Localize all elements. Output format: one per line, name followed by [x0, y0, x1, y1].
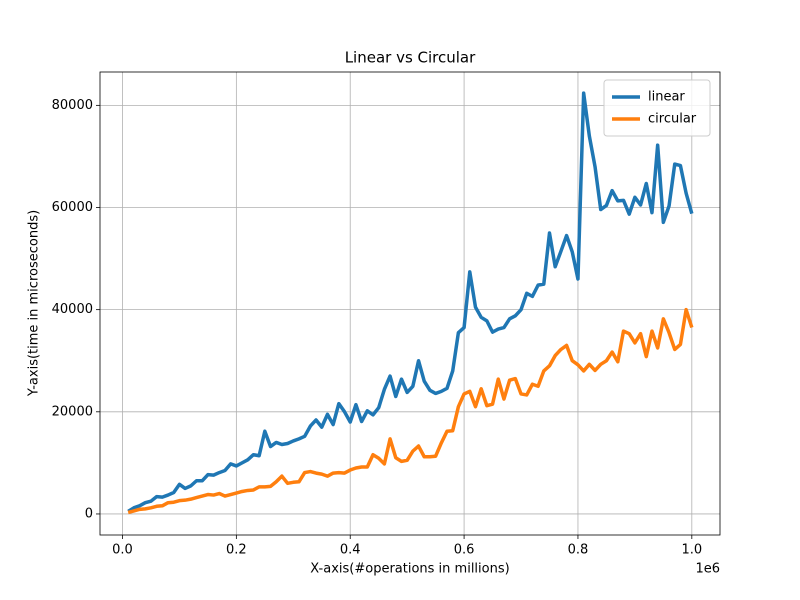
x-axis-label: X-axis(#operations in millions) [310, 562, 509, 577]
legend-box [603, 79, 711, 137]
legend-label: linear [648, 90, 685, 105]
y-tick-label: 0 [85, 506, 93, 521]
x-offset-label: 1e6 [695, 562, 720, 577]
x-tick-label: 0.6 [454, 543, 475, 558]
y-tick-label: 20000 [52, 404, 93, 419]
data-line [127, 91, 694, 513]
y-axis-label: Y-axis(time in microseconds) [27, 210, 42, 397]
x-tick-label: 0.0 [112, 543, 133, 558]
y-tick-label: 60000 [52, 200, 93, 215]
y-tick-label: 80000 [52, 98, 93, 113]
legend-label: circular [648, 112, 697, 127]
y-tick-label: 40000 [52, 302, 93, 317]
x-tick-label: 0.8 [568, 543, 589, 558]
x-tick-label: 0.4 [340, 543, 361, 558]
data-line [127, 307, 694, 515]
x-tick-label: 1.0 [681, 543, 702, 558]
plot-frame [99, 71, 721, 536]
chart-title: Linear vs Circular [345, 49, 476, 67]
x-tick-label: 0.2 [226, 543, 247, 558]
